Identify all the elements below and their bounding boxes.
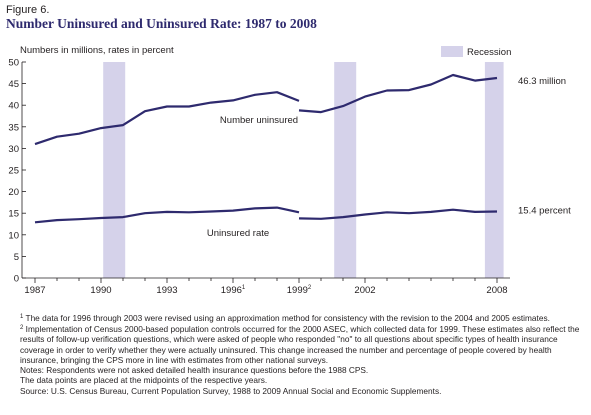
legend-label: Recession: [467, 47, 511, 58]
legend-swatch: [441, 46, 463, 57]
y-tick-label: 35: [8, 122, 19, 133]
y-tick-label: 45: [8, 79, 19, 90]
x-tick-label: 1993: [156, 285, 177, 296]
end-label-rate: 15.4 percent: [518, 205, 571, 216]
footnotes: 1 The data for 1996 through 2003 were re…: [20, 312, 586, 397]
y-tick-label: 20: [8, 187, 19, 198]
chart-labels: Recession Numbers in millions, rates in p…: [20, 45, 571, 239]
series-label-number: Number uninsured: [220, 115, 298, 126]
axes: 0 5 10 15 20 25 30 35 40 45 50 1987 1990 1993 19961 199…: [8, 58, 510, 296]
x-tick-label: 1990: [90, 285, 111, 296]
x-tick-footnote-mark: 1: [242, 285, 246, 291]
x-tick-label: 2008: [486, 285, 507, 296]
chart: 0 5 10 15 20 25 30 35 40 45 50 1987 1990 1993 19961 199…: [8, 45, 571, 296]
y-tick-label: 40: [8, 101, 19, 112]
y-tick-label: 0: [14, 274, 19, 285]
recession-bands: [103, 62, 504, 278]
source-note: Source: U.S. Census Bureau, Current Popu…: [20, 386, 442, 397]
recession-band: [334, 62, 357, 278]
chart-title: Number Uninsured and Uninsured Rate: 198…: [6, 16, 317, 31]
x-tick-footnote-mark: 2: [308, 285, 312, 291]
y-tick-label: 15: [8, 209, 19, 220]
note-midpoints: The data points are placed at the midpoi…: [20, 375, 268, 386]
x-tick-label: 19961: [221, 285, 246, 296]
footnote-1: 1 The data for 1996 through 2003 were re…: [20, 313, 550, 323]
y-tick-label: 30: [8, 144, 19, 155]
series-line: [298, 73, 498, 114]
x-tick-label: 1987: [24, 285, 45, 296]
series-lines: [34, 73, 498, 224]
x-tick-label: 19992: [287, 285, 312, 296]
y-axis-label: Numbers in millions, rates in percent: [20, 45, 174, 56]
series-line: [298, 208, 498, 220]
recession-band: [103, 62, 126, 278]
recession-band: [484, 62, 504, 278]
series-line: [34, 91, 300, 146]
figure-number: Figure 6.: [6, 4, 50, 16]
series-line: [34, 206, 300, 224]
footnote-2: 2 Implementation of Census 2000-based po…: [20, 324, 580, 365]
y-tick-label: 50: [8, 58, 19, 69]
y-tick-label: 25: [8, 166, 19, 177]
y-tick-label: 10: [8, 230, 19, 241]
note-cps: Notes: Respondents were not asked detail…: [20, 365, 369, 376]
series-label-rate: Uninsured rate: [207, 228, 269, 239]
end-label-number: 46.3 million: [518, 76, 566, 87]
y-tick-label: 5: [14, 252, 19, 263]
x-tick-label: 2002: [354, 285, 375, 296]
